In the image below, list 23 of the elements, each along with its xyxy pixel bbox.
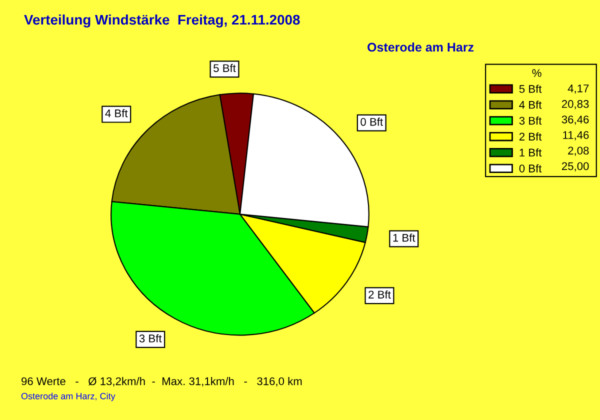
legend-label: 3 Bft [519,116,542,125]
slice-label: 5 Bft [214,64,236,72]
data-label: 36,46 [562,116,589,125]
legend-label: 1 Bft [520,148,542,157]
legend-title: % [532,69,542,77]
data-label: 11,46 [563,131,589,140]
slice-label: 2 Bft [368,290,391,299]
data-label: 2,08 [568,146,589,156]
slice-label: 4 Bft [105,109,128,118]
legend-label: 5 Bft [519,84,542,93]
legend-label: 4 Bft [519,100,542,109]
data-label: 20,83 [562,100,589,110]
text: Osterode am Harz, City [21,392,116,402]
data-label: 25,00 [562,162,589,172]
slice-label: 1 Bft [393,234,416,242]
legend-label: 2 Bft [519,132,542,141]
data-label: 4,17 [568,84,589,94]
chart-title: Verteilung Windstärke Freitag, 21.11.2008 [24,14,300,28]
chart-subtitle: Osterode am Harz [368,42,474,52]
slice-label: 3 Bft [139,334,162,342]
slice-label: 0 Bft [360,118,383,126]
text: 96 Werte - Ø 13,2km/h - Max. 31,1km/h - 316,0 km [22,377,302,386]
legend-label: 0 Bft [519,164,542,172]
